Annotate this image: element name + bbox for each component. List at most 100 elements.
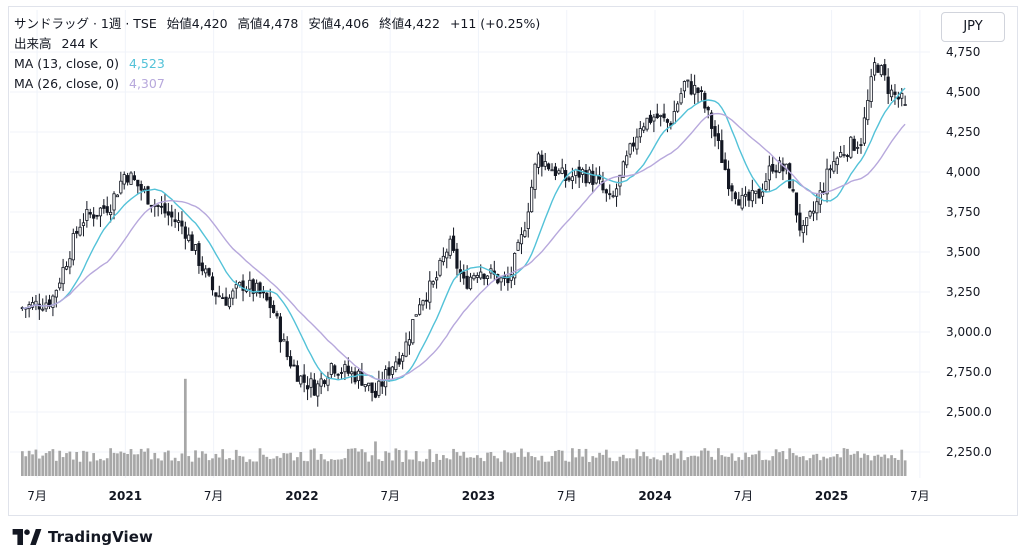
candle-body <box>339 372 344 374</box>
candle-body <box>156 205 160 207</box>
candle-body <box>64 266 69 270</box>
candle-body <box>570 176 574 181</box>
candle-body <box>621 161 625 178</box>
volume-bar <box>822 456 826 476</box>
volume-bar <box>258 448 262 476</box>
volume-bar <box>34 449 38 476</box>
candle-body <box>255 282 259 294</box>
candle-body <box>71 233 75 261</box>
price-axis[interactable]: 4,750 4,500 4,250 4,000 3,750 3,500 3,250 3,000… <box>946 45 992 459</box>
volume-bar <box>139 448 143 476</box>
candle-body <box>686 79 690 82</box>
volume-bar <box>713 459 717 476</box>
volume-bar <box>655 459 659 476</box>
candle-body <box>397 358 401 365</box>
volume-bar <box>31 454 34 476</box>
volume-bar <box>866 455 870 476</box>
x-tick-label: 2025 <box>815 489 848 503</box>
symbol-title[interactable]: サンドラッグ · 1週 · TSE <box>14 16 157 31</box>
candle-body <box>726 168 731 190</box>
volume-bar <box>717 448 720 476</box>
volume-bar <box>187 456 191 476</box>
volume-bar <box>248 459 252 476</box>
volume-bar <box>693 455 696 476</box>
volume-bar <box>625 458 629 476</box>
candle-body <box>176 220 181 223</box>
candle-body <box>835 157 839 166</box>
candle-body <box>377 380 381 396</box>
candle-body <box>856 146 860 149</box>
volume-bar <box>146 448 150 476</box>
candle-body <box>51 295 55 308</box>
volume-bar <box>119 451 123 476</box>
volume-bar <box>615 461 618 476</box>
volume-bar <box>129 449 133 476</box>
volume-bar <box>234 449 238 476</box>
volume-bar <box>801 456 805 476</box>
volume-bar <box>122 452 126 476</box>
volume-bar <box>689 455 693 476</box>
candle-body <box>482 273 486 280</box>
candle-body <box>866 100 870 121</box>
candle-body <box>370 382 374 393</box>
candle-body <box>272 304 276 313</box>
candle-body <box>662 113 666 119</box>
volume-bar <box>829 457 832 476</box>
x-tick-label: 2023 <box>462 489 495 503</box>
volume-label[interactable]: 出来高 <box>14 36 52 51</box>
volume-bar <box>825 458 829 476</box>
volume-bar <box>350 448 354 476</box>
candle-body <box>37 303 41 310</box>
volume-bar <box>645 456 649 476</box>
candle-body <box>404 341 408 357</box>
volume-bar <box>214 453 218 476</box>
volume-bar <box>808 458 812 476</box>
x-tick-label: 7月 <box>380 489 400 503</box>
volume-bar <box>591 456 595 476</box>
currency-button[interactable]: JPY <box>941 12 1005 42</box>
volume-bar <box>584 448 588 476</box>
volume-bar <box>299 451 303 476</box>
candle-body <box>207 268 211 276</box>
candle-body <box>638 128 642 138</box>
volume-bar <box>642 451 646 476</box>
volume-bar <box>594 457 598 476</box>
volume-bar <box>126 453 129 476</box>
candle-body <box>248 279 252 290</box>
candle-body <box>543 161 547 167</box>
candle-body <box>710 112 714 129</box>
candle-body <box>757 189 761 199</box>
volume-bar <box>530 456 534 476</box>
low-value: 4,406 <box>333 16 370 31</box>
candle-body <box>462 271 466 279</box>
volume-bar <box>51 449 55 476</box>
volume-bar <box>526 452 530 476</box>
candle-body <box>34 300 38 306</box>
volume-bar <box>482 461 486 476</box>
candle-body <box>523 230 527 237</box>
volume-bar <box>95 460 99 476</box>
volume-bar <box>71 459 75 476</box>
tradingview-logo[interactable]: TradingView <box>12 526 153 548</box>
volume-bar <box>577 448 581 476</box>
chart-legend: サンドラッグ · 1週 · TSE 始値4,420 高値4,478 安値4,40… <box>14 14 540 94</box>
candle-body <box>676 103 680 112</box>
candle-body <box>401 355 405 362</box>
candle-body <box>438 259 442 276</box>
volume-bar <box>462 451 466 476</box>
candle-body <box>384 369 388 388</box>
volume-bar <box>282 453 286 476</box>
candle-body <box>777 160 782 173</box>
time-axis[interactable]: 7月 2021 7月 2022 7月 2023 7月 2024 7月 2025 7月 <box>27 489 929 503</box>
volume-bar <box>730 453 734 476</box>
ma13-label[interactable]: MA (13, close, 0) <box>14 56 120 71</box>
volume-bar <box>537 460 540 476</box>
ma26-label[interactable]: MA (26, close, 0) <box>14 76 120 91</box>
volume-bar <box>649 458 652 476</box>
candle-body <box>129 172 133 185</box>
volume-bar <box>377 459 381 476</box>
candle-body <box>852 138 856 151</box>
volume-bar <box>852 453 856 476</box>
volume-bar <box>92 453 96 476</box>
